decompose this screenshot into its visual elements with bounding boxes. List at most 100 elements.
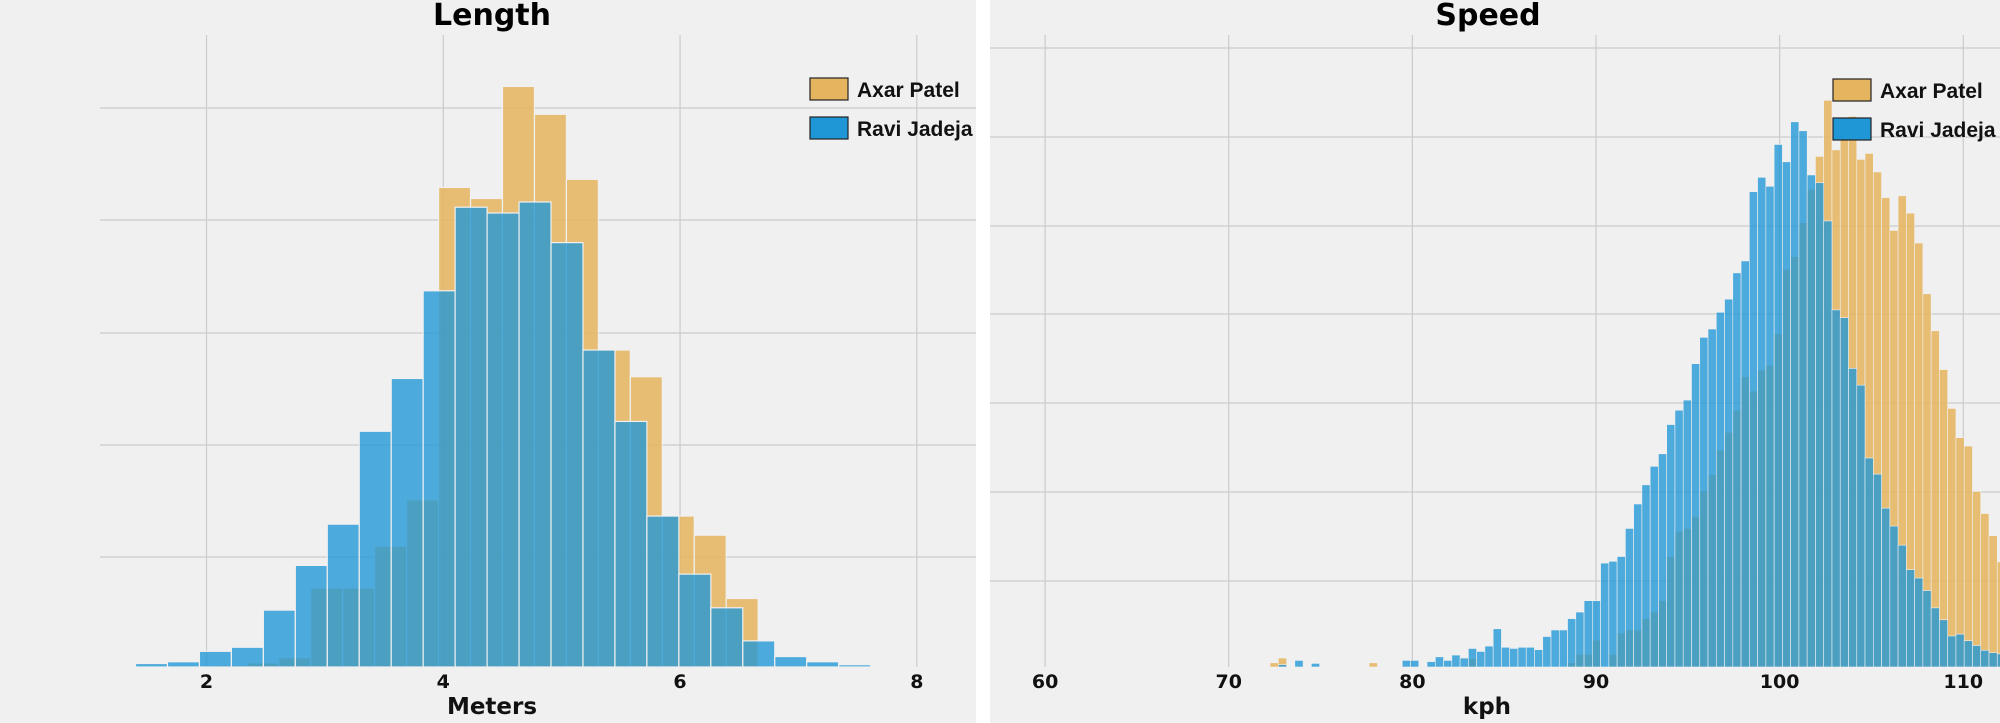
bar-ravi-jadeja	[1666, 424, 1676, 668]
bar-ravi-jadeja	[230, 646, 264, 668]
bar-ravi-jadeja	[1278, 664, 1287, 668]
bar-ravi-jadeja	[1311, 663, 1320, 668]
length-legend[interactable]: Axar Patel Ravi Jadeja	[809, 77, 973, 141]
bar-ravi-jadeja	[1773, 144, 1783, 668]
bar-ravi-jadeja	[1732, 272, 1742, 668]
bar-ravi-jadeja	[262, 609, 296, 668]
x-tick-label: 90	[1583, 671, 1609, 693]
bar-ravi-jadeja	[1600, 562, 1610, 668]
bar-ravi-jadeja	[1492, 628, 1502, 668]
bar-ravi-jadeja	[1699, 337, 1709, 668]
bar-ravi-jadeja	[1757, 177, 1767, 668]
bar-ravi-jadeja	[1881, 507, 1891, 668]
bar-ravi-jadeja	[1922, 590, 1932, 668]
bar-ravi-jadeja	[1806, 174, 1816, 668]
bar-axar-patel	[1988, 535, 1998, 668]
bar-ravi-jadeja	[1906, 569, 1915, 668]
bar-ravi-jadeja	[1501, 646, 1510, 668]
speed-legend[interactable]: Axar Patel Ravi Jadeja	[1832, 78, 1996, 142]
bar-ravi-jadeja	[518, 201, 552, 668]
bar-ravi-jadeja	[1724, 298, 1734, 668]
x-tick-label: 8	[910, 671, 923, 693]
bar-ravi-jadeja	[1583, 600, 1593, 668]
bar-ravi-jadeja	[1963, 640, 1973, 668]
bar-ravi-jadeja	[1484, 645, 1494, 668]
bar-ravi-jadeja	[1542, 636, 1552, 668]
bar-ravi-jadeja	[1641, 484, 1651, 668]
bar-ravi-jadeja	[166, 661, 201, 668]
bar-ravi-jadeja	[678, 573, 712, 668]
bar-ravi-jadeja	[1476, 651, 1486, 668]
bar-ravi-jadeja	[550, 242, 584, 668]
length-x-axis-label: Meters	[447, 694, 537, 720]
bar-ravi-jadeja	[1996, 653, 2000, 668]
bar-ravi-jadeja	[1435, 656, 1444, 668]
bar-ravi-jadeja	[1939, 619, 1948, 668]
x-tick-label: 60	[1032, 671, 1058, 693]
x-tick-label: 100	[1760, 671, 1800, 693]
bar-ravi-jadeja	[1955, 633, 1965, 668]
length-title: Length	[433, 0, 551, 33]
bar-ravi-jadeja	[1823, 220, 1833, 668]
bar-ravi-jadeja	[1930, 607, 1940, 668]
speed-legend-label-ravi: Ravi Jadeja	[1880, 119, 1996, 142]
bar-ravi-jadeja	[1674, 409, 1684, 668]
bar-axar-patel	[1963, 445, 1973, 668]
bar-axar-patel	[1972, 491, 1982, 668]
bar-ravi-jadeja	[1715, 311, 1725, 668]
bar-ravi-jadeja	[1749, 191, 1758, 668]
bar-ravi-jadeja	[1451, 654, 1461, 668]
bar-ravi-jadeja	[1401, 660, 1411, 668]
bar-ravi-jadeja	[806, 661, 840, 668]
bar-ravi-jadeja	[614, 420, 648, 668]
speed-bars	[1269, 100, 2000, 668]
bar-ravi-jadeja	[1864, 457, 1874, 668]
speed-x-ticks: 60 70 80 90 100 110	[1032, 671, 1983, 693]
bar-ravi-jadeja	[1980, 649, 1990, 668]
bar-axar-patel	[1980, 513, 1990, 668]
bar-ravi-jadeja	[1707, 328, 1717, 668]
bar-ravi-jadeja	[838, 664, 872, 668]
speed-x-axis-label: kph	[1463, 694, 1511, 720]
bar-ravi-jadeja	[1534, 649, 1544, 668]
bar-ravi-jadeja	[294, 564, 328, 668]
speed-panel: 60 70 80 90 100 110 Speed kph Axar Patel Ravi…	[990, 0, 2000, 723]
speed-legend-swatch-ravi	[1832, 117, 1872, 141]
bar-ravi-jadeja	[1839, 317, 1849, 668]
bar-ravi-jadeja	[1765, 186, 1775, 668]
bar-ravi-jadeja	[1947, 635, 1957, 668]
bar-ravi-jadeja	[1889, 525, 1899, 668]
bar-ravi-jadeja	[486, 212, 520, 668]
bar-ravi-jadeja	[646, 515, 680, 668]
bar-ravi-jadeja	[1897, 544, 1907, 668]
bar-ravi-jadeja	[1740, 260, 1750, 668]
bar-ravi-jadeja	[742, 640, 776, 668]
length-legend-swatch-axar	[809, 77, 849, 101]
x-tick-label: 4	[437, 671, 450, 693]
bar-ravi-jadeja	[710, 607, 744, 668]
length-legend-label-axar: Axar Patel	[857, 79, 960, 102]
bar-ravi-jadeja	[1426, 661, 1436, 668]
bar-ravi-jadeja	[1914, 577, 1924, 668]
bar-ravi-jadeja	[1972, 645, 1982, 668]
bar-ravi-jadeja	[1525, 646, 1535, 668]
bar-ravi-jadeja	[1872, 473, 1882, 668]
speed-legend-swatch-axar	[1832, 78, 1872, 102]
bar-ravi-jadeja	[198, 650, 232, 668]
bar-ravi-jadeja	[1592, 600, 1601, 668]
bar-ravi-jadeja	[358, 430, 392, 668]
bar-ravi-jadeja	[1782, 161, 1791, 668]
x-tick-label: 70	[1216, 671, 1242, 693]
bar-ravi-jadeja	[1625, 528, 1634, 668]
length-bars	[134, 85, 872, 668]
bar-ravi-jadeja	[774, 655, 808, 668]
bar-axar-patel	[1996, 561, 2000, 668]
bar-ravi-jadeja	[1790, 121, 1800, 668]
bar-ravi-jadeja	[1509, 648, 1519, 668]
bar-ravi-jadeja	[1410, 660, 1420, 668]
bar-axar-patel	[1955, 437, 1965, 668]
bar-ravi-jadeja	[1831, 309, 1841, 668]
bar-axar-patel	[1947, 408, 1957, 668]
